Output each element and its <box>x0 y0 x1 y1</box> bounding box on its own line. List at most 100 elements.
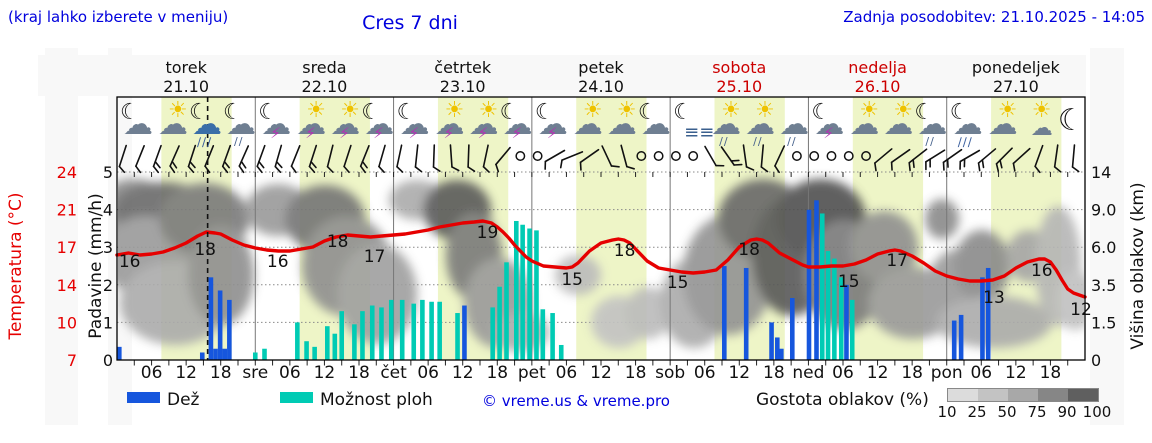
hour-label: 06 <box>417 363 439 383</box>
rain-bar <box>199 352 205 360</box>
hour-label: 12 <box>728 363 750 383</box>
calm-wind-circle <box>809 151 820 161</box>
shower-bar <box>429 301 434 360</box>
last-update-label: Zadnja posodobitev: 21.10.2025 - 14:05 <box>843 8 1145 26</box>
calm-wind-circle <box>791 151 802 161</box>
copyright-link[interactable]: © vreme.us & vreme.pro <box>482 392 670 410</box>
chart-element <box>414 144 419 168</box>
chart-element <box>467 144 470 168</box>
wind-barb <box>890 148 911 171</box>
shower-bar <box>339 311 345 360</box>
chart-element <box>995 147 1013 165</box>
hour-label: 06 <box>141 363 163 383</box>
wind-barb <box>874 148 893 172</box>
temp-value-label: 18 <box>327 232 349 252</box>
wind-barb <box>742 144 755 171</box>
chart-element <box>874 148 893 164</box>
wind-barb <box>221 144 232 174</box>
chart-element <box>310 160 317 169</box>
chart-element <box>626 165 635 170</box>
day-header: četrtek 23.10 <box>434 58 492 96</box>
chart-element <box>256 144 266 168</box>
precip-tick-label: 3 <box>103 238 113 257</box>
wind-barb <box>1071 144 1080 173</box>
shower-bar <box>437 301 442 360</box>
cloud-blob <box>337 244 417 344</box>
chart-element <box>995 162 1000 173</box>
chart-element <box>579 161 582 171</box>
wind-barb <box>925 149 946 171</box>
rain-bar <box>775 337 780 360</box>
chart-element <box>559 159 563 169</box>
day-date: 24.10 <box>578 77 624 96</box>
chart-element <box>396 165 404 173</box>
temp-tick-label: 14 <box>57 276 77 295</box>
calm-wind-circle <box>843 151 854 161</box>
chart-element <box>290 145 301 167</box>
temp-value-label: 12 <box>1070 300 1092 320</box>
calm-wind-circle <box>826 151 837 161</box>
chart-element <box>343 165 350 174</box>
chart-element <box>760 166 769 173</box>
chart-element <box>432 166 441 173</box>
chart-element <box>169 165 176 174</box>
chart-element <box>942 161 945 171</box>
shower-bar <box>455 313 460 360</box>
chart-element <box>359 145 370 167</box>
chart-element <box>890 161 893 171</box>
rain-bar <box>779 348 784 360</box>
chart-element <box>874 162 877 172</box>
shower-bar <box>304 341 309 360</box>
shower-bar <box>325 326 330 360</box>
chart-element <box>187 144 197 168</box>
chart-element <box>135 165 142 174</box>
cloud-height-tick-label: 9.0 <box>1091 201 1116 220</box>
chart-element <box>359 165 367 174</box>
shower-bar <box>379 307 384 360</box>
cloud-blob <box>925 199 959 239</box>
rain-bar <box>208 277 214 360</box>
shower-bar <box>534 230 539 360</box>
cloud-scale-value: 75 <box>1027 403 1047 421</box>
chart-element <box>929 158 931 168</box>
chart-element <box>258 160 265 169</box>
page-title: Cres 7 dni <box>362 12 458 34</box>
hour-label: 12 <box>590 363 612 383</box>
shower-bar <box>399 299 405 360</box>
rain-bar <box>806 209 812 360</box>
chart-element <box>495 163 500 173</box>
rain-bar <box>743 267 749 360</box>
temp-value-label: 16 <box>267 252 289 272</box>
cloud-scale-value: 50 <box>997 403 1017 421</box>
cloud-height-tick-label: 3.5 <box>1091 276 1116 295</box>
shower-bar <box>558 344 564 360</box>
wind-barb <box>601 145 620 168</box>
cloud-height-tick-label: 1.5 <box>1091 313 1116 332</box>
gradient-segment <box>978 389 1008 401</box>
hour-label: 06 <box>970 363 992 383</box>
wind-barb <box>959 149 981 170</box>
wind-barb <box>169 145 180 174</box>
hour-label: 18 <box>348 363 370 383</box>
wind-barb <box>1012 147 1031 172</box>
chart-element <box>308 144 318 168</box>
wind-barb <box>1053 144 1062 173</box>
day-abbr-label: ned <box>792 363 824 383</box>
chart-element <box>610 165 620 168</box>
chart-element <box>152 165 160 174</box>
day-date: 26.10 <box>854 77 901 96</box>
hour-label: 18 <box>763 363 785 383</box>
chart-element <box>963 158 966 168</box>
cloud-blob <box>954 230 1010 302</box>
wind-barb <box>343 144 352 174</box>
shower-bar <box>825 251 831 360</box>
shower-bar <box>352 324 357 360</box>
day-header: ponedeljek 27.10 <box>971 58 1060 96</box>
chart-element <box>1071 166 1080 173</box>
temp-value-label: 16 <box>1031 261 1053 281</box>
chart-element <box>946 158 949 168</box>
chart-element <box>579 148 600 164</box>
rain-bar <box>769 322 774 360</box>
temp-value-label: 13 <box>983 288 1005 308</box>
chart-element <box>343 144 352 168</box>
